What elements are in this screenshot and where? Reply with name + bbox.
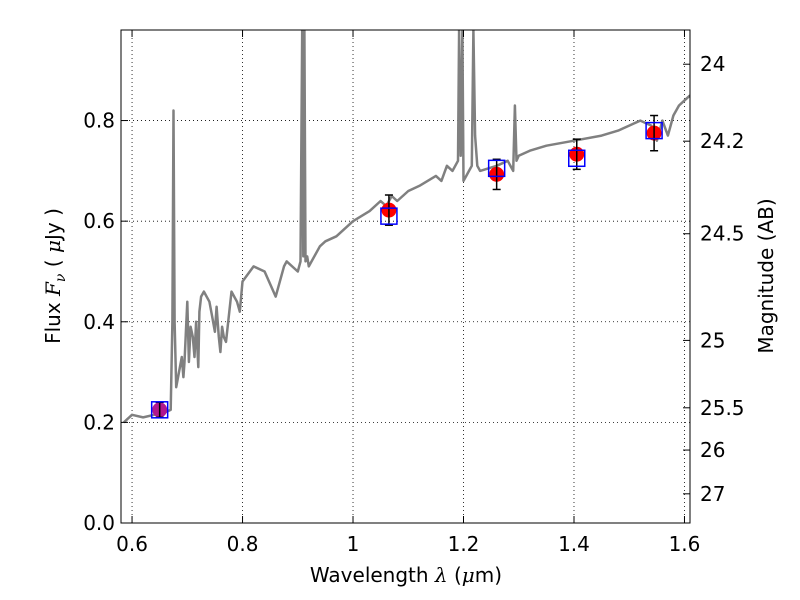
plot-frame bbox=[120, 29, 691, 524]
model-photometry-square bbox=[487, 159, 506, 178]
model-photometry-square bbox=[150, 401, 169, 419]
y-axis-label-units-close: Jy ) bbox=[41, 208, 65, 242]
y-axis-label-subscript: ν bbox=[53, 273, 69, 282]
x-tick-label: 1.4 bbox=[558, 532, 590, 556]
axis-ticks: 0.6 0.8 1 1.2 1.4 1.6 0.0 0.2 0.4 0.6 0.8 24 24.2 24.… bbox=[83, 30, 745, 556]
x-axis-label-symbol: λ bbox=[434, 563, 448, 587]
y-tick-label: 0.0 bbox=[83, 511, 115, 535]
y-axis-label: Flux Fν ( μJy ) bbox=[41, 208, 69, 344]
x-axis-label-prefix: Wavelength bbox=[310, 563, 435, 587]
model-photometry-square bbox=[568, 149, 586, 168]
model-photometry-square bbox=[645, 121, 663, 140]
y-tick-label: 0.6 bbox=[83, 209, 115, 233]
mag-tick-label: 24.5 bbox=[700, 222, 745, 246]
x-axis-label-units-mu: μ bbox=[462, 563, 475, 587]
y-tick-label: 0.4 bbox=[83, 310, 115, 334]
y-tick-label: 0.2 bbox=[83, 410, 115, 434]
mag-tick-label: 24.2 bbox=[700, 129, 745, 153]
x-tick-label: 1.6 bbox=[669, 532, 701, 556]
mag-tick-label: 25 bbox=[700, 328, 725, 352]
mag-tick-label: 27 bbox=[700, 482, 725, 506]
y-axis-label-units-mu: μ bbox=[41, 240, 65, 253]
spectrum-line-layer bbox=[122, 30, 690, 424]
mag-tick-label: 24 bbox=[700, 52, 725, 76]
x-axis-label-units-close: m) bbox=[475, 563, 502, 587]
y-axis-label-prefix: Flux bbox=[41, 296, 65, 344]
x-tick-label: 0.6 bbox=[116, 532, 148, 556]
x-axis-label-units-open: ( bbox=[448, 563, 462, 587]
magnitude-axis-label: Magnitude (AB) bbox=[754, 198, 778, 353]
spectrum-line bbox=[122, 30, 690, 424]
x-axis-label: Wavelength λ (μm) bbox=[310, 563, 502, 587]
grid bbox=[121, 30, 690, 524]
y-axis-label-units-open: ( bbox=[41, 253, 65, 274]
y-tick-label: 0.8 bbox=[83, 109, 115, 133]
photometry-layer bbox=[150, 114, 663, 419]
mag-tick-label: 26 bbox=[700, 438, 725, 462]
x-tick-label: 0.8 bbox=[227, 532, 259, 556]
mag-tick-label: 25.5 bbox=[700, 396, 745, 420]
x-tick-label: 1.2 bbox=[448, 532, 480, 556]
x-tick-label: 1 bbox=[347, 532, 360, 556]
y-axis-label-symbol: F bbox=[41, 281, 65, 297]
model-photometry-square bbox=[380, 207, 398, 225]
